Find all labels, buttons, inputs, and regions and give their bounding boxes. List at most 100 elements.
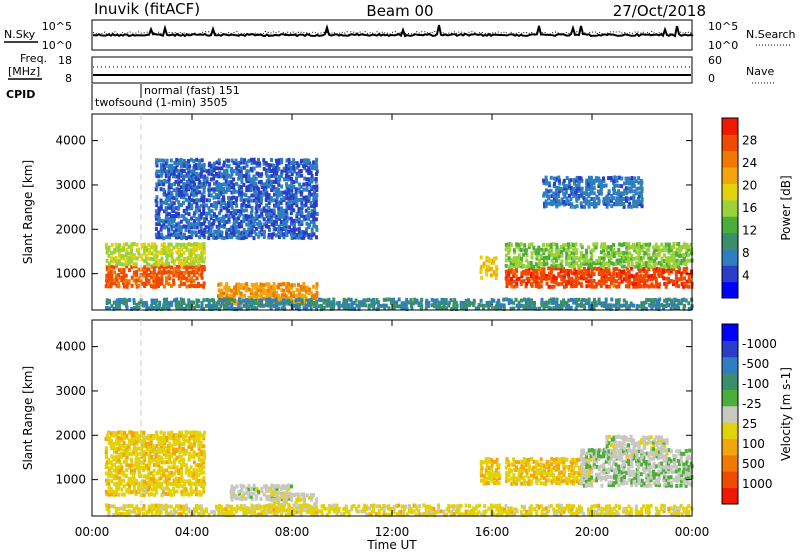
heatmap-cell (285, 219, 289, 224)
heatmap-cell (134, 446, 138, 451)
heatmap-cell (658, 297, 662, 302)
heatmap-cell (202, 230, 206, 235)
heatmap-cell (583, 305, 587, 310)
heatmap-cell (234, 211, 238, 216)
heatmap-cell (160, 243, 164, 248)
heatmap-cell (555, 457, 559, 462)
heatmap-cell (604, 266, 608, 271)
heatmap-cell (545, 276, 549, 281)
heatmap-cell (118, 261, 122, 266)
heatmap-cell (187, 185, 191, 190)
heatmap-cell (149, 449, 153, 454)
heatmap-cell (265, 163, 269, 168)
heatmap-cell (240, 495, 243, 499)
heatmap-cell (302, 288, 306, 293)
heatmap-cell (572, 256, 576, 261)
heatmap-cell (537, 468, 541, 473)
heatmap-cell (222, 214, 226, 219)
heatmap-cell (164, 198, 168, 203)
heatmap-cell (217, 161, 221, 166)
heatmap-cell (200, 192, 204, 197)
heatmap-cell (522, 279, 526, 284)
heatmap-cell (279, 212, 283, 216)
heatmap-cell (642, 266, 645, 271)
heatmap-cell (200, 463, 204, 468)
heatmap-cell (652, 301, 656, 306)
heatmap-cell (570, 284, 574, 289)
heatmap-cell (597, 189, 600, 194)
heatmap-cell (542, 193, 546, 198)
heatmap-cell (152, 306, 156, 310)
heatmap-cell (557, 303, 561, 308)
heatmap-cell (295, 200, 299, 205)
heatmap-cell (485, 272, 489, 277)
heatmap-cell (640, 199, 644, 204)
heatmap-cell (267, 486, 271, 491)
heatmap-cell (602, 470, 606, 475)
heatmap-cell (115, 245, 119, 250)
heatmap-cell (507, 256, 511, 261)
heatmap-cell (170, 227, 174, 232)
heatmap-cell (118, 275, 122, 280)
heatmap-cell (133, 253, 136, 258)
heatmap-cell (144, 441, 148, 446)
heatmap-cell (627, 269, 631, 274)
heatmap-cell (249, 219, 253, 224)
heatmap-cell (585, 451, 589, 456)
heatmap-cell (527, 279, 531, 284)
heatmap-cell (577, 281, 581, 286)
heatmap-cell (287, 288, 291, 293)
heatmap-cell (255, 200, 258, 205)
heatmap-cell (193, 443, 196, 448)
heatmap-cell (547, 305, 551, 310)
noise-panel: N.Sky 10^5 10^0 10^5 10^0 N.Search (4, 19, 796, 52)
heatmap-cell (264, 181, 268, 186)
heatmap-cell (384, 297, 388, 302)
heatmap-cell (132, 264, 136, 269)
heatmap-cell (487, 470, 491, 475)
heatmap-cell (117, 468, 121, 473)
heatmap-cell (504, 269, 508, 274)
heatmap-cell (485, 300, 489, 305)
heatmap-cell (135, 272, 139, 277)
heatmap-cell (282, 216, 286, 221)
heatmap-cell (195, 187, 199, 192)
heatmap-cell (419, 306, 423, 311)
heatmap-cell (192, 278, 196, 283)
heatmap-cell (688, 279, 692, 284)
heatmap-cell (160, 182, 164, 187)
heatmap-cell (287, 285, 291, 290)
heatmap-cell (293, 235, 297, 240)
heatmap-cell (570, 465, 574, 470)
heatmap-cell (279, 487, 283, 491)
heatmap-cell (275, 198, 279, 203)
heatmap-cell (479, 473, 483, 478)
heatmap-cell (600, 303, 604, 308)
heatmap-cell (165, 235, 169, 240)
heatmap-cell (563, 194, 567, 199)
heatmap-cell (512, 306, 516, 311)
heatmap-cell (160, 449, 164, 454)
heatmap-cell (649, 256, 653, 261)
heatmap-cell (182, 158, 186, 163)
heatmap-cell (127, 438, 131, 443)
heatmap-cell (230, 299, 233, 304)
heatmap-cell (187, 219, 191, 223)
heatmap-cell (569, 473, 573, 478)
heatmap-cell (598, 258, 602, 263)
heatmap-cell (508, 267, 512, 271)
heatmap-cell (595, 476, 599, 481)
heatmap-cell (147, 447, 151, 452)
heatmap-cell (182, 224, 186, 229)
heatmap-cell (595, 451, 599, 456)
heatmap-cell (292, 493, 296, 498)
heatmap-cell (115, 283, 119, 288)
heatmap-cell (125, 433, 129, 438)
heatmap-cell (155, 436, 159, 441)
heatmap-cell (234, 200, 238, 205)
heatmap-cell (542, 471, 546, 475)
heatmap-cell (125, 250, 129, 255)
heatmap-cell (152, 468, 156, 473)
heatmap-cell (312, 217, 316, 222)
heatmap-cell (592, 454, 596, 459)
